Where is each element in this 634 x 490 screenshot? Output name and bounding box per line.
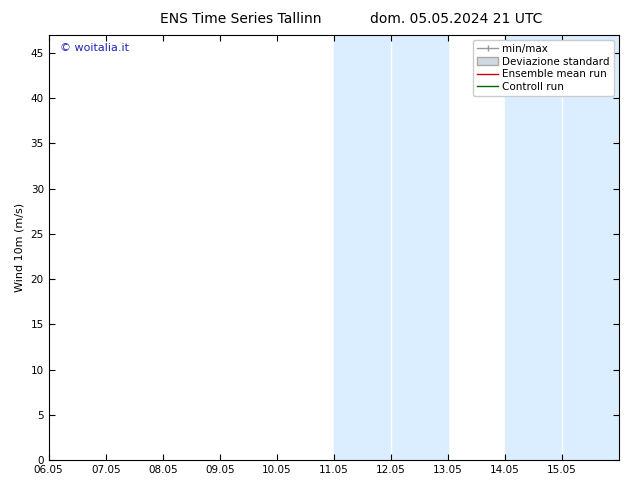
Text: © woitalia.it: © woitalia.it xyxy=(60,43,129,53)
Bar xyxy=(391,35,448,460)
Y-axis label: Wind 10m (m/s): Wind 10m (m/s) xyxy=(15,203,25,292)
Bar xyxy=(505,35,562,460)
Text: ENS Time Series Tallinn: ENS Time Series Tallinn xyxy=(160,12,321,26)
Legend: min/max, Deviazione standard, Ensemble mean run, Controll run: min/max, Deviazione standard, Ensemble m… xyxy=(473,40,614,96)
Text: dom. 05.05.2024 21 UTC: dom. 05.05.2024 21 UTC xyxy=(370,12,543,26)
Bar xyxy=(562,35,619,460)
Bar xyxy=(334,35,391,460)
